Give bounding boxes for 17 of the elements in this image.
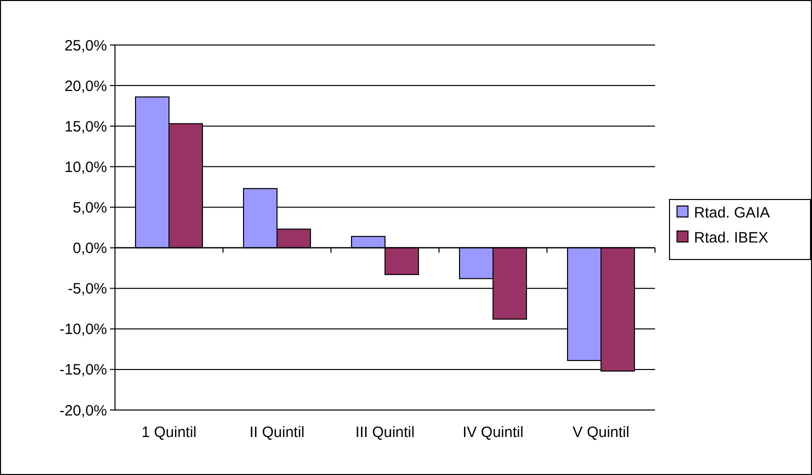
y-tick-label: -10,0% bbox=[59, 321, 107, 338]
y-tick-label: 25,0% bbox=[64, 37, 107, 54]
legend-label: Rtad. GAIA bbox=[694, 204, 770, 222]
y-tick-label: 0,0% bbox=[72, 240, 107, 258]
x-tick-label: II Quintil bbox=[249, 424, 305, 441]
legend-label: Rtad. IBEX bbox=[694, 229, 768, 246]
x-tick-label: III Quintil bbox=[355, 424, 415, 441]
y-tick-label: 5,0% bbox=[72, 199, 107, 216]
x-tick-label: V Quintil bbox=[572, 424, 630, 441]
x-tick-label: IV Quintil bbox=[462, 424, 524, 441]
y-tick-label: -20,0% bbox=[59, 402, 107, 420]
y-tick-label: -5,0% bbox=[68, 280, 107, 298]
x-tick-label: 1 Quintil bbox=[141, 424, 197, 441]
y-tick-label: 10,0% bbox=[64, 158, 107, 176]
y-tick-label: -15,0% bbox=[59, 362, 107, 379]
y-tick-label: 15,0% bbox=[64, 118, 107, 136]
y-tick-label: 20,0% bbox=[64, 78, 107, 95]
